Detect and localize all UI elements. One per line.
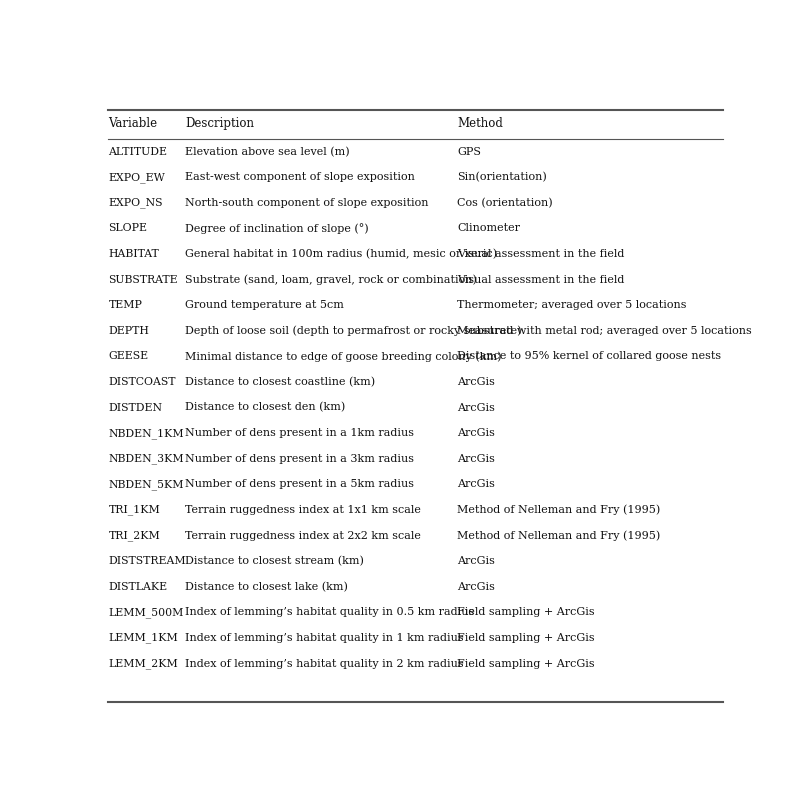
Text: TRI_2KM: TRI_2KM bbox=[108, 530, 160, 541]
Text: NBDEN_5KM: NBDEN_5KM bbox=[108, 479, 184, 489]
Text: Field sampling + ArcGis: Field sampling + ArcGis bbox=[458, 607, 595, 618]
Text: Sin(orientation): Sin(orientation) bbox=[458, 172, 547, 183]
Text: Index of lemming’s habitat quality in 2 km radius: Index of lemming’s habitat quality in 2 … bbox=[186, 658, 464, 669]
Text: Number of dens present in a 5km radius: Number of dens present in a 5km radius bbox=[186, 479, 414, 489]
Text: ArcGis: ArcGis bbox=[458, 582, 495, 592]
Text: Ground temperature at 5cm: Ground temperature at 5cm bbox=[186, 300, 344, 310]
Text: DISTCOAST: DISTCOAST bbox=[108, 377, 176, 387]
Text: ArcGis: ArcGis bbox=[458, 479, 495, 489]
Text: LEMM_2KM: LEMM_2KM bbox=[108, 658, 178, 669]
Text: Distance to closest stream (km): Distance to closest stream (km) bbox=[186, 556, 364, 566]
Text: Index of lemming’s habitat quality in 0.5 km radius: Index of lemming’s habitat quality in 0.… bbox=[186, 607, 475, 618]
Text: LEMM_1KM: LEMM_1KM bbox=[108, 633, 178, 643]
Text: LEMM_500M: LEMM_500M bbox=[108, 607, 184, 618]
Text: Method: Method bbox=[458, 118, 504, 131]
Text: Distance to closest den (km): Distance to closest den (km) bbox=[186, 402, 345, 413]
Text: Cos (orientation): Cos (orientation) bbox=[458, 198, 553, 208]
Text: NBDEN_1KM: NBDEN_1KM bbox=[108, 428, 184, 438]
Text: Distance to closest coastline (km): Distance to closest coastline (km) bbox=[186, 376, 375, 387]
Text: Clinometer: Clinometer bbox=[458, 223, 521, 233]
Text: Description: Description bbox=[186, 118, 254, 131]
Text: DISTDEN: DISTDEN bbox=[108, 403, 162, 413]
Text: ALTITUDE: ALTITUDE bbox=[108, 147, 167, 157]
Text: NBDEN_3KM: NBDEN_3KM bbox=[108, 453, 184, 464]
Text: TRI_1KM: TRI_1KM bbox=[108, 505, 160, 515]
Text: Variable: Variable bbox=[108, 118, 157, 131]
Text: East-west component of slope exposition: East-west component of slope exposition bbox=[186, 172, 415, 182]
Text: Number of dens present in a 1km radius: Number of dens present in a 1km radius bbox=[186, 429, 414, 438]
Text: GEESE: GEESE bbox=[108, 352, 148, 361]
Text: ArcGis: ArcGis bbox=[458, 454, 495, 464]
Text: ArcGis: ArcGis bbox=[458, 429, 495, 438]
Text: Substrate (sand, loam, gravel, rock or combination): Substrate (sand, loam, gravel, rock or c… bbox=[186, 274, 477, 285]
Text: Degree of inclination of slope (°): Degree of inclination of slope (°) bbox=[186, 223, 369, 234]
Text: ArcGis: ArcGis bbox=[458, 403, 495, 413]
Text: DEPTH: DEPTH bbox=[108, 326, 149, 336]
Text: EXPO_EW: EXPO_EW bbox=[108, 172, 165, 183]
Text: Measured with metal rod; averaged over 5 locations: Measured with metal rod; averaged over 5… bbox=[458, 326, 752, 336]
Text: DISTLAKE: DISTLAKE bbox=[108, 582, 168, 592]
Text: Index of lemming’s habitat quality in 1 km radius: Index of lemming’s habitat quality in 1 … bbox=[186, 633, 464, 643]
Text: SLOPE: SLOPE bbox=[108, 223, 148, 233]
Text: TEMP: TEMP bbox=[108, 300, 142, 310]
Text: Method of Nelleman and Fry (1995): Method of Nelleman and Fry (1995) bbox=[458, 530, 661, 541]
Text: North-south component of slope exposition: North-south component of slope expositio… bbox=[186, 198, 429, 207]
Text: EXPO_NS: EXPO_NS bbox=[108, 198, 163, 208]
Text: Terrain ruggedness index at 1x1 km scale: Terrain ruggedness index at 1x1 km scale bbox=[186, 505, 421, 515]
Text: Visual assessment in the field: Visual assessment in the field bbox=[458, 249, 625, 259]
Text: Minimal distance to edge of goose breeding colony (km): Minimal distance to edge of goose breedi… bbox=[186, 351, 502, 362]
Text: GPS: GPS bbox=[458, 147, 481, 157]
Text: Distance to closest lake (km): Distance to closest lake (km) bbox=[186, 582, 348, 592]
Text: Field sampling + ArcGis: Field sampling + ArcGis bbox=[458, 658, 595, 669]
Text: General habitat in 100m radius (humid, mesic or xeric): General habitat in 100m radius (humid, m… bbox=[186, 249, 497, 260]
Text: Terrain ruggedness index at 2x2 km scale: Terrain ruggedness index at 2x2 km scale bbox=[186, 530, 421, 541]
Text: ArcGis: ArcGis bbox=[458, 377, 495, 387]
Text: Field sampling + ArcGis: Field sampling + ArcGis bbox=[458, 633, 595, 643]
Text: ArcGis: ArcGis bbox=[458, 556, 495, 566]
Text: Depth of loose soil (depth to permafrost or rocky substrate): Depth of loose soil (depth to permafrost… bbox=[186, 325, 522, 336]
Text: Visual assessment in the field: Visual assessment in the field bbox=[458, 275, 625, 284]
Text: HABITAT: HABITAT bbox=[108, 249, 159, 259]
Text: Thermometer; averaged over 5 locations: Thermometer; averaged over 5 locations bbox=[458, 300, 687, 310]
Text: Number of dens present in a 3km radius: Number of dens present in a 3km radius bbox=[186, 454, 414, 464]
Text: Elevation above sea level (m): Elevation above sea level (m) bbox=[186, 147, 350, 157]
Text: DISTSTREAM: DISTSTREAM bbox=[108, 556, 186, 566]
Text: Distance to 95% kernel of collared goose nests: Distance to 95% kernel of collared goose… bbox=[458, 352, 721, 361]
Text: SUBSTRATE: SUBSTRATE bbox=[108, 275, 178, 284]
Text: Method of Nelleman and Fry (1995): Method of Nelleman and Fry (1995) bbox=[458, 505, 661, 515]
